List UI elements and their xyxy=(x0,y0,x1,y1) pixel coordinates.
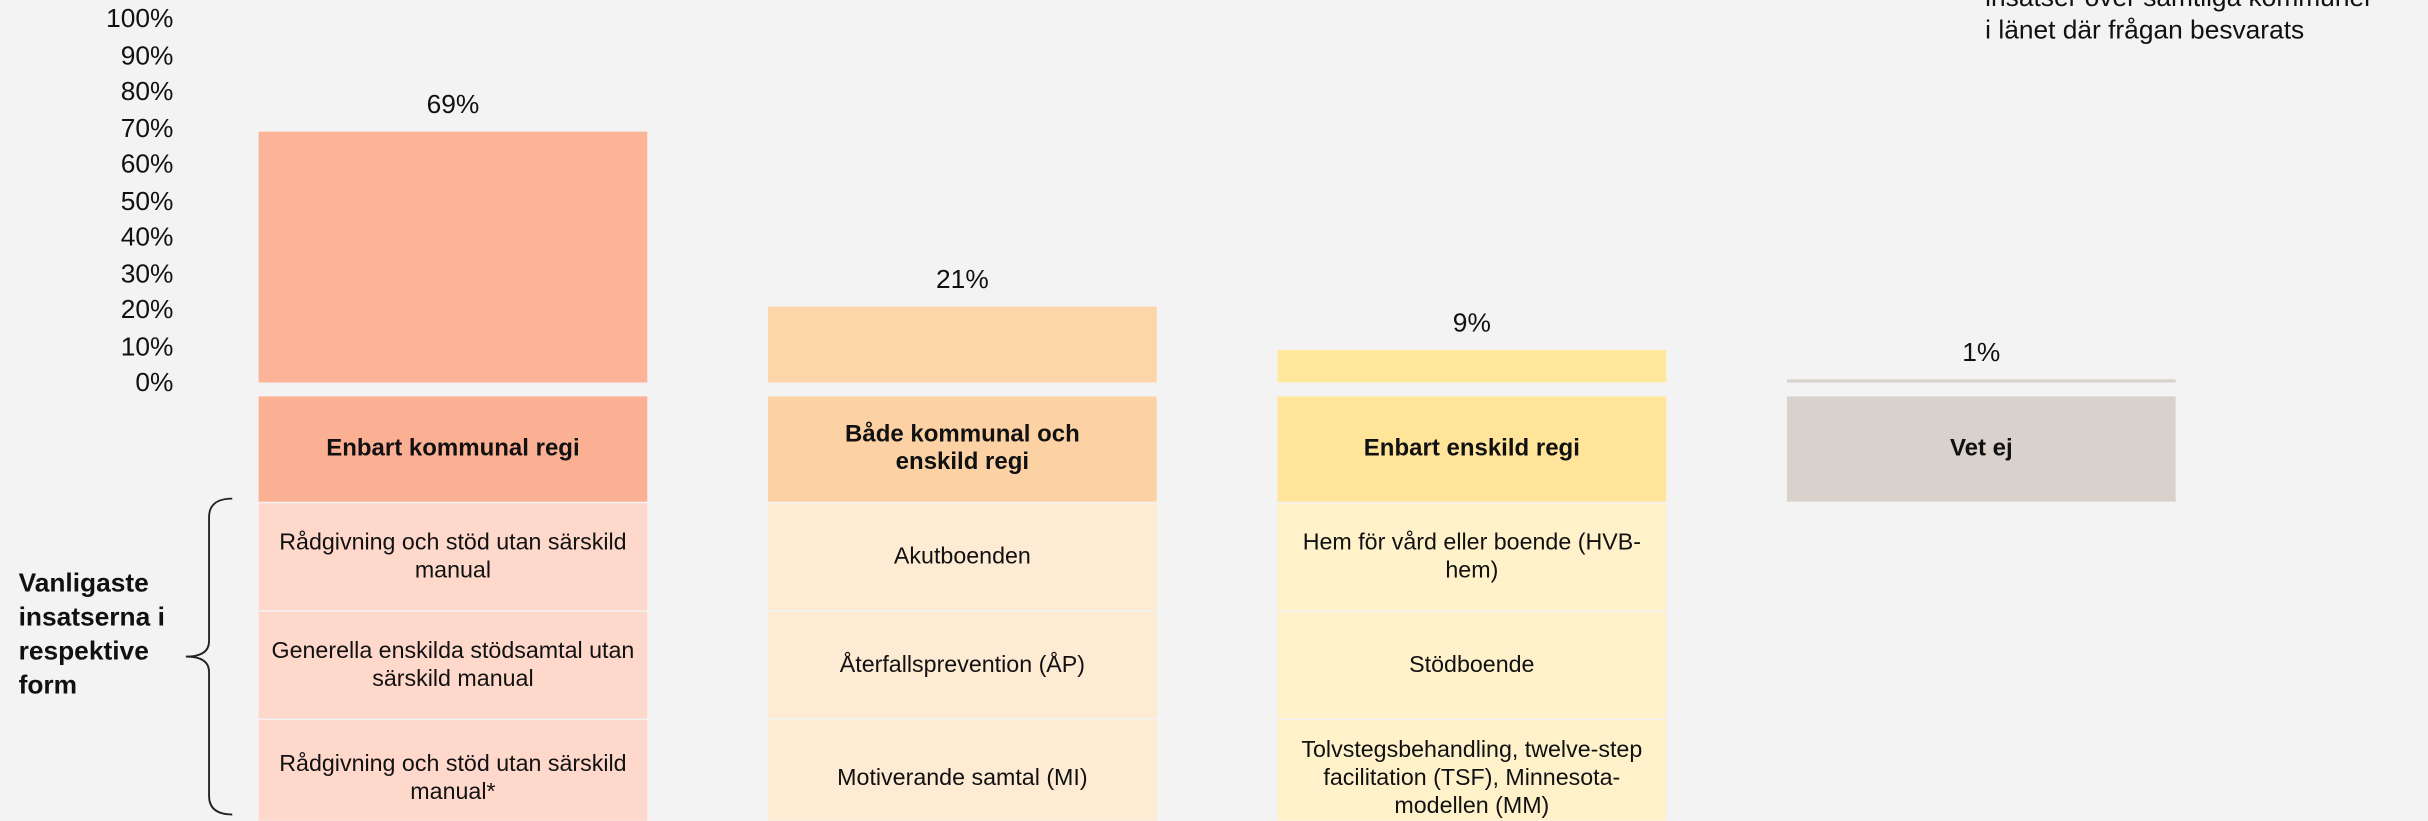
bracket xyxy=(185,497,233,816)
category-header: Enbart enskild regi xyxy=(1277,396,1667,502)
table-cell: Stödboende xyxy=(1277,611,1667,719)
y-tick-label: 0% xyxy=(135,367,174,398)
table-cell: Generella enskilda stödsamtal utan särsk… xyxy=(258,611,648,719)
table-cell: Akutboenden xyxy=(768,503,1157,611)
note: insatser över samtliga kommuner i länet … xyxy=(1985,0,2428,46)
y-tick-label: 20% xyxy=(120,294,174,325)
side-label: Vanligaste insatserna i respektive form xyxy=(18,568,165,700)
category-header: Enbart kommunal regi xyxy=(258,396,648,502)
category-header: Vet ej xyxy=(1786,396,2176,502)
value-label: 1% xyxy=(1962,337,2001,367)
y-tick-label: 80% xyxy=(120,76,174,107)
table-cell: Motiverande samtal (MI) xyxy=(768,720,1157,821)
table-cell: Återfallsprevention (ÅP) xyxy=(768,611,1157,719)
table-cell: Rådgivning och stöd utan särskild manual… xyxy=(258,720,648,821)
y-tick-label: 50% xyxy=(120,185,174,216)
bar xyxy=(1786,378,2176,383)
bar xyxy=(1277,349,1667,383)
value-label: 21% xyxy=(936,264,989,294)
y-tick-label: 60% xyxy=(120,149,174,179)
y-tick-label: 40% xyxy=(120,222,174,252)
bar xyxy=(258,131,648,383)
table-cell: Tolvstegsbehandling, twelve-step facilit… xyxy=(1277,720,1667,821)
table-cell: Rådgivning och stöd utan särskild manual xyxy=(258,503,648,611)
y-tick-label: 30% xyxy=(120,258,174,289)
note-line: insatser över samtliga kommuner xyxy=(1985,0,2428,14)
value-label: 9% xyxy=(1452,307,1491,338)
bar xyxy=(768,306,1157,383)
y-tick-label: 90% xyxy=(120,40,174,70)
y-tick-label: 70% xyxy=(120,113,174,143)
value-label: 69% xyxy=(426,89,480,119)
category-header: Både kommunal och enskild regi xyxy=(768,396,1157,502)
table-cell: Hem för vård eller boende (HVB-hem) xyxy=(1277,503,1667,611)
note-line: i länet där frågan besvarats xyxy=(1985,15,2305,45)
y-tick-label: 10% xyxy=(120,331,174,361)
y-tick-label: 100% xyxy=(106,3,174,34)
